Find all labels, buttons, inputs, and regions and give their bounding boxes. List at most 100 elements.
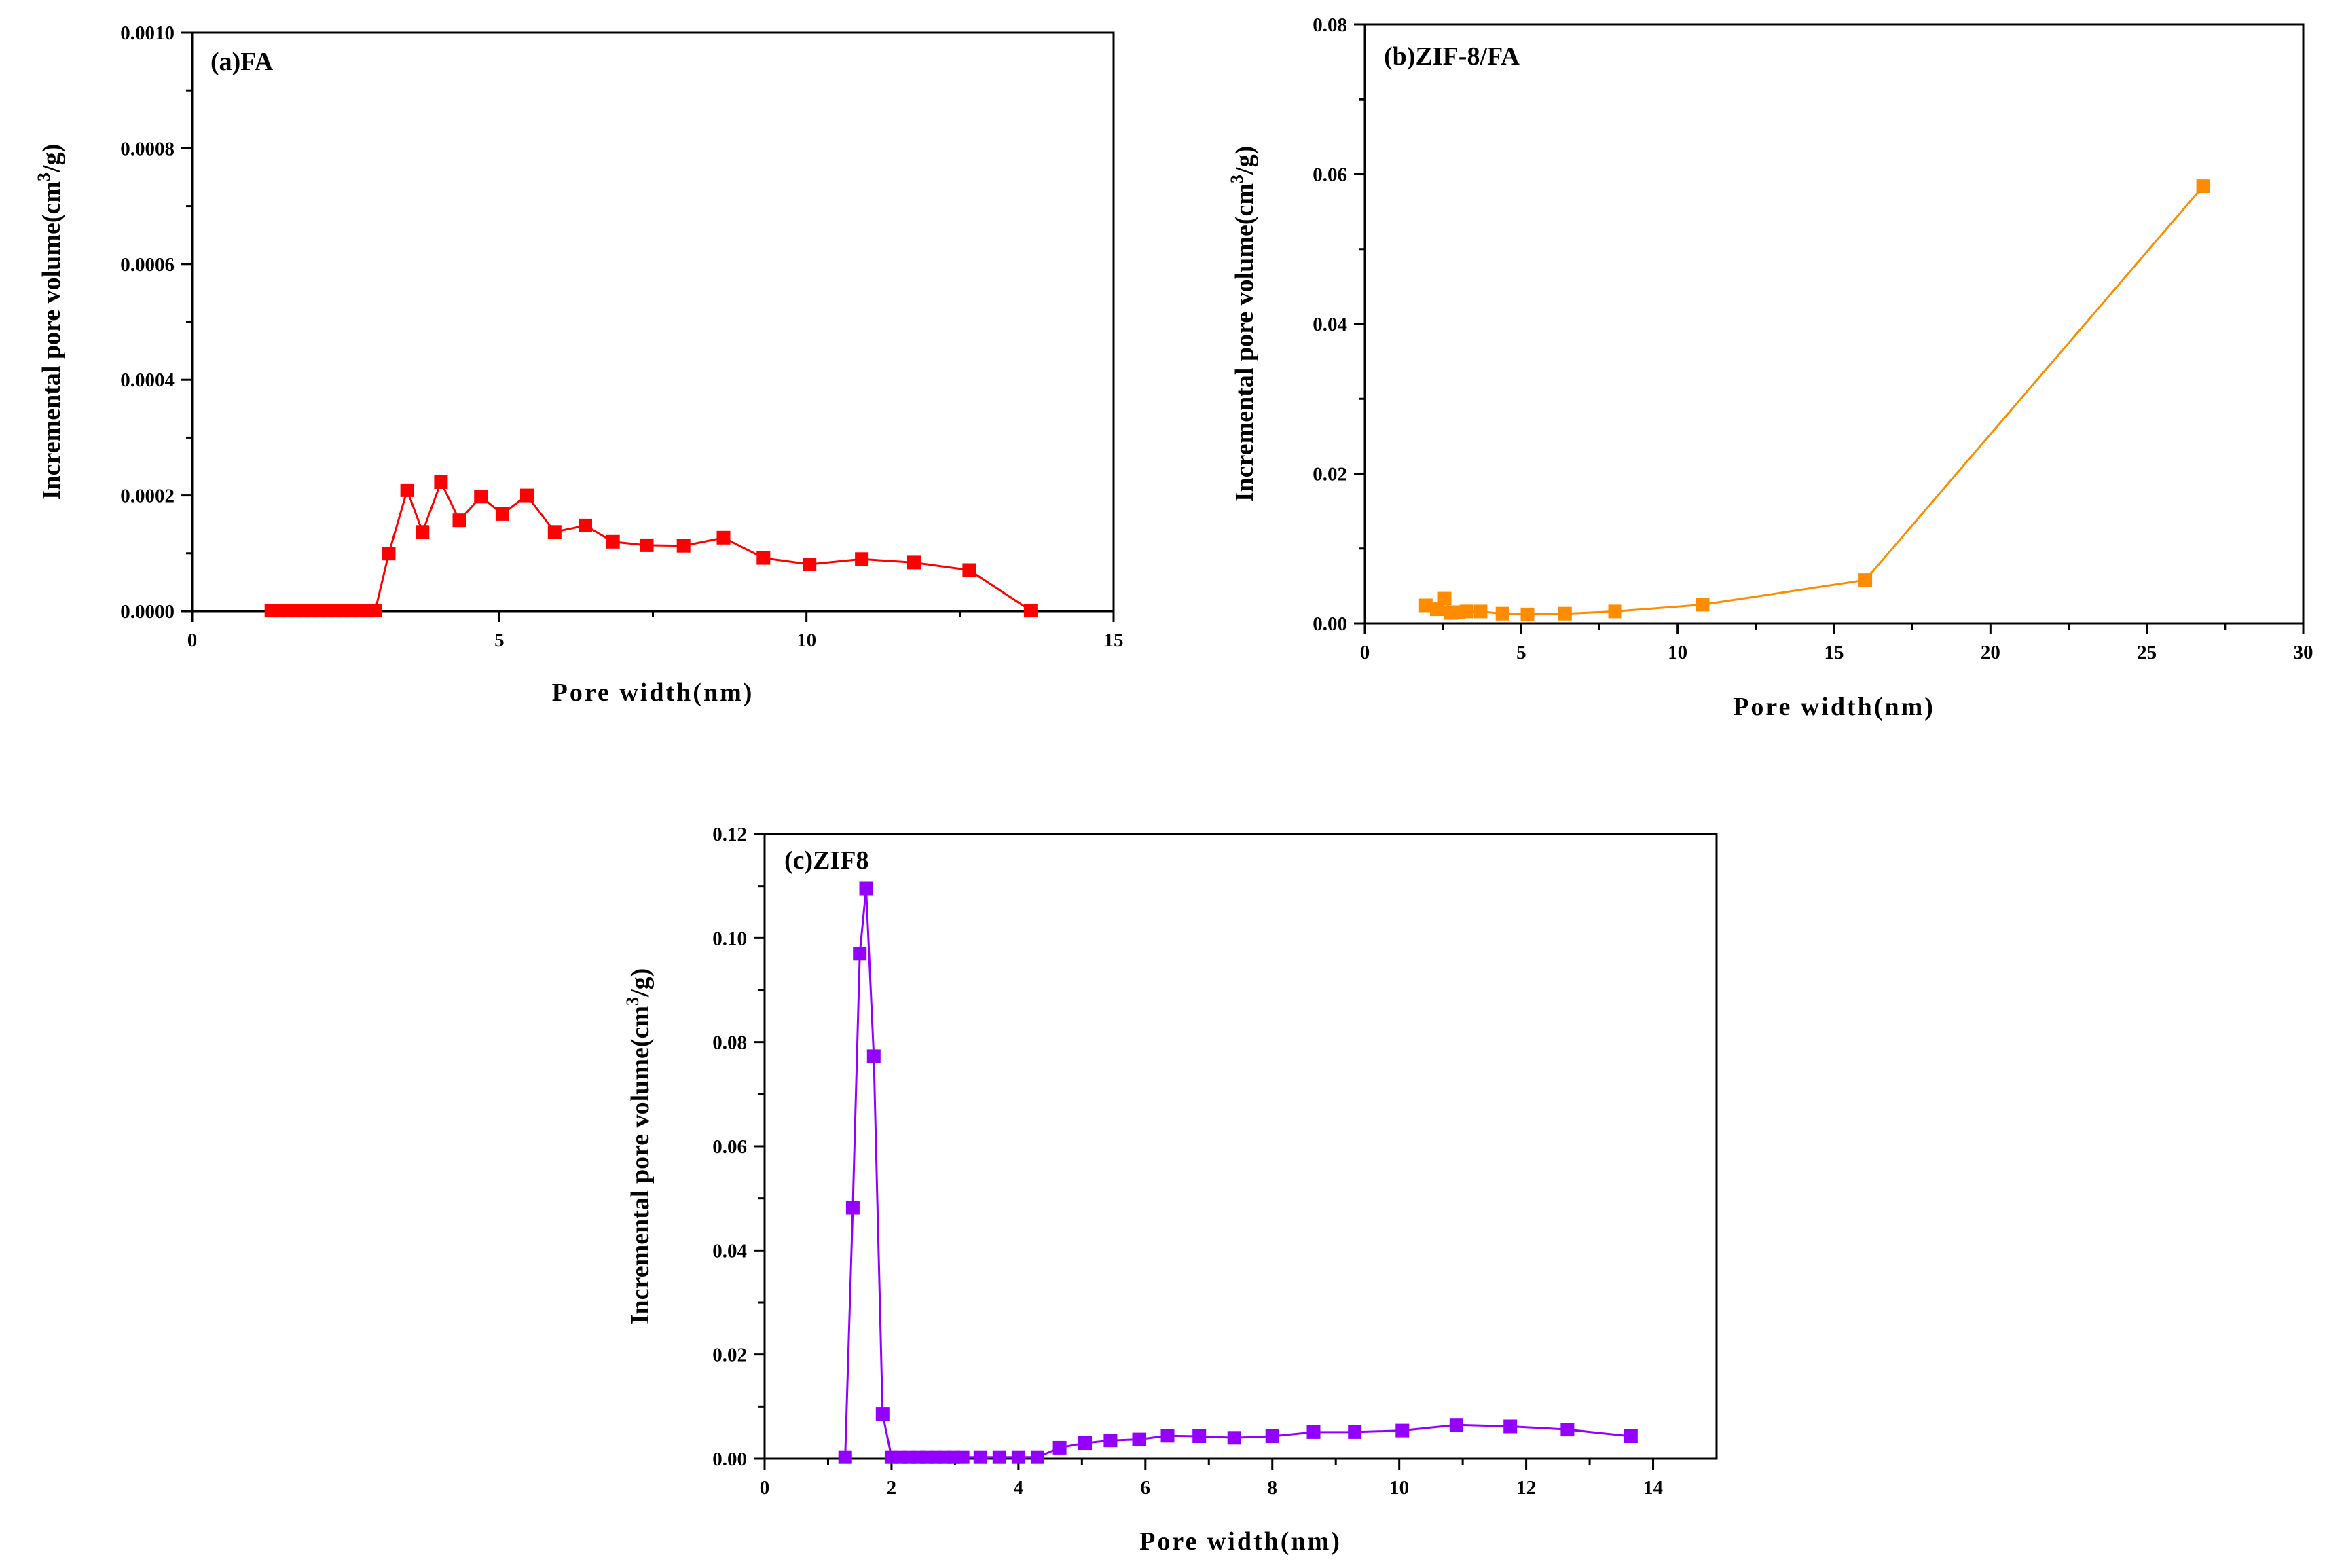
data-point xyxy=(756,551,771,565)
data-point xyxy=(606,534,620,549)
y-tick-label: 0.10 xyxy=(712,928,747,949)
data-point xyxy=(382,547,396,561)
y-axis-title-unit: /g) xyxy=(626,968,655,998)
data-point xyxy=(1265,1429,1279,1443)
data-point xyxy=(1437,591,1452,606)
data-point xyxy=(474,490,488,504)
data-point xyxy=(416,525,430,539)
data-point xyxy=(1495,606,1509,621)
panel-title: (b)ZIF-8/FA xyxy=(1384,42,1520,71)
data-point xyxy=(452,513,466,528)
y-axis-title-text: Incremental pore volume(cm xyxy=(626,1006,655,1324)
data-point xyxy=(1520,607,1535,621)
data-point xyxy=(495,507,509,521)
x-tick-label: 30 xyxy=(2294,642,2313,663)
panel-title: (c)ZIF8 xyxy=(784,846,869,875)
data-point xyxy=(1011,1450,1025,1464)
data-point xyxy=(866,1049,881,1063)
data-point xyxy=(1696,598,1710,612)
data-point xyxy=(1306,1425,1321,1439)
y-tick-label: 0.0010 xyxy=(120,22,175,44)
x-tick-label: 12 xyxy=(1516,1477,1536,1499)
data-point xyxy=(1473,604,1488,619)
data-point xyxy=(859,881,873,896)
x-tick-label: 10 xyxy=(1389,1477,1409,1499)
data-point xyxy=(1395,1423,1410,1438)
data-point xyxy=(1558,606,1572,621)
x-axis-title: Pore width(nm) xyxy=(1733,693,1935,721)
data-point xyxy=(1503,1419,1518,1434)
y-tick-label: 0.02 xyxy=(712,1345,747,1366)
x-tick-label: 2 xyxy=(887,1477,897,1499)
series-line xyxy=(844,888,1631,1459)
y-tick-label: 0.0008 xyxy=(120,138,175,160)
x-tick-label: 5 xyxy=(494,630,505,651)
data-point xyxy=(1030,1450,1044,1464)
data-point xyxy=(803,558,817,571)
x-tick-label: 15 xyxy=(1825,642,1844,663)
data-point xyxy=(1608,604,1622,619)
data-point xyxy=(1858,573,1873,587)
x-tick-label: 8 xyxy=(1267,1477,1277,1499)
data-point xyxy=(855,552,869,566)
x-tick-label: 6 xyxy=(1141,1477,1151,1499)
data-point xyxy=(955,1450,970,1464)
data-point xyxy=(973,1450,987,1464)
panel-title: (a)FA xyxy=(210,48,274,76)
y-tick-label: 0.00 xyxy=(712,1448,747,1470)
data-point xyxy=(640,538,654,552)
y-tick-label: 0.0002 xyxy=(120,486,175,507)
data-point xyxy=(2196,179,2210,194)
y-tick-label: 0.06 xyxy=(712,1136,747,1158)
y-tick-label: 0.0006 xyxy=(120,254,175,276)
panel-c-zif8: 0 2 4 6 8 10 12 14 0.00 0.02 0.04 0.06 0.08 0.10 0.12 (… xyxy=(623,824,1718,1556)
y-axis-title-unit: /g) xyxy=(37,144,66,173)
data-point xyxy=(676,539,691,553)
y-axis-title-text: Incremental pore volume(cm xyxy=(37,181,66,500)
data-point xyxy=(368,604,382,618)
data-point xyxy=(838,1450,852,1464)
y-tick-label: 0.02 xyxy=(1313,464,1347,486)
y-tick-label: 0.00 xyxy=(1313,613,1347,635)
data-point xyxy=(1132,1432,1146,1446)
data-point xyxy=(579,518,592,532)
y-tick-label: 0.0000 xyxy=(120,601,175,623)
x-tick-label: 20 xyxy=(1981,642,2000,663)
x-tick-label: 10 xyxy=(1668,642,1687,663)
y-tick-label: 0.06 xyxy=(1313,164,1347,186)
data-point xyxy=(992,1450,1006,1464)
data-point xyxy=(1078,1436,1092,1450)
data-point xyxy=(520,488,534,503)
data-point xyxy=(1192,1429,1207,1443)
data-point xyxy=(907,555,921,570)
data-point xyxy=(1227,1431,1241,1445)
panel-b-zif8-fa: 0 5 10 15 20 25 30 0.00 0.02 0.04 0.06 0.08 (b)ZIF-8… xyxy=(1227,14,2313,721)
data-point xyxy=(400,483,414,497)
x-tick-label: 4 xyxy=(1014,1477,1024,1499)
data-point xyxy=(1052,1440,1067,1455)
y-axis-title: Incremental pore volume(cm3/g) xyxy=(1227,146,1259,503)
x-tick-label: 10 xyxy=(796,630,816,651)
y-axis-title-text: Incremental pore volume(cm xyxy=(1230,183,1259,502)
data-point xyxy=(1430,602,1444,617)
y-axis-title: Incremental pore volume(cm3/g) xyxy=(623,968,655,1325)
data-point xyxy=(845,1201,860,1215)
y-axis-title: Incremental pore volume(cm3/g) xyxy=(34,144,66,500)
y-tick-label: 0.0004 xyxy=(120,369,175,391)
x-axis-title: Pore width(nm) xyxy=(552,678,754,707)
series-line xyxy=(1425,185,2204,616)
x-axis-title: Pore width(nm) xyxy=(1139,1527,1342,1556)
data-point xyxy=(1449,1418,1463,1432)
x-tick-label: 5 xyxy=(1516,642,1526,663)
data-point xyxy=(1560,1423,1575,1437)
data-point xyxy=(434,475,448,489)
x-tick-label: 25 xyxy=(2137,642,2157,663)
y-tick-label: 0.04 xyxy=(712,1240,747,1262)
x-tick-label: 0 xyxy=(187,630,198,651)
data-point xyxy=(1348,1425,1362,1439)
y-tick-label: 0.08 xyxy=(712,1032,747,1054)
y-axis-title-unit: /g) xyxy=(1230,146,1259,175)
plot-frame xyxy=(191,31,1115,613)
data-point xyxy=(1023,604,1038,618)
